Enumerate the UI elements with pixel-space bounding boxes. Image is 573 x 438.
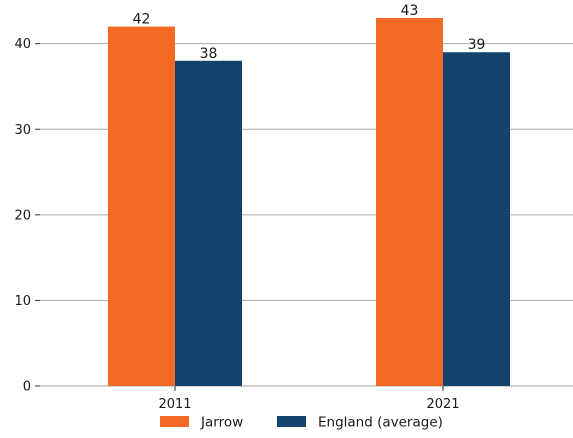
data-label: 42 <box>133 12 151 28</box>
legend-label: England (average) <box>318 415 443 431</box>
data-label: 43 <box>401 3 419 19</box>
data-label: 38 <box>200 46 218 62</box>
bar <box>376 18 443 386</box>
bar <box>175 60 242 386</box>
data-label: 39 <box>468 37 486 53</box>
legend-swatch <box>277 416 306 427</box>
legend: Jarrow England (average) <box>160 415 443 431</box>
legend-label: Jarrow <box>200 415 243 431</box>
y-tick-label: 40 <box>14 37 31 52</box>
bar <box>443 52 510 387</box>
x-tick-label: 2021 <box>426 397 459 412</box>
data-labels: 42 38 43 39 <box>133 3 486 62</box>
y-tick-label: 30 <box>14 123 31 138</box>
y-tick-label: 20 <box>14 208 31 223</box>
y-tick-label: 0 <box>23 380 31 395</box>
bars <box>108 18 510 387</box>
axes: 0 10 20 30 40 2011 2021 <box>14 37 459 412</box>
legend-swatch <box>160 416 189 427</box>
bar <box>108 26 175 387</box>
x-tick-label: 2011 <box>158 397 191 412</box>
y-tick-label: 10 <box>14 294 31 309</box>
